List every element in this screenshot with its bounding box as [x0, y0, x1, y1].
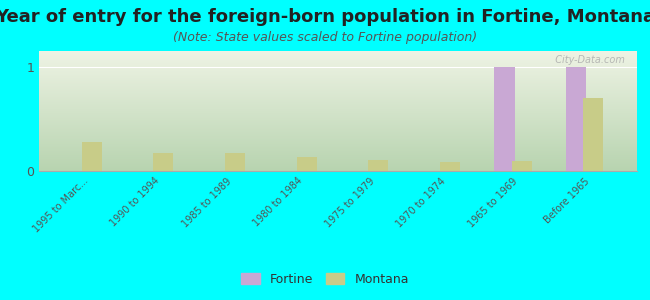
- Bar: [369, 160, 388, 171]
- Text: Year of entry for the foreign-born population in Fortine, Montana: Year of entry for the foreign-born popul…: [0, 8, 650, 26]
- Bar: [153, 153, 174, 171]
- Text: (Note: State values scaled to Fortine population): (Note: State values scaled to Fortine po…: [173, 32, 477, 44]
- Bar: [82, 142, 102, 171]
- Text: City-Data.com: City-Data.com: [549, 55, 625, 64]
- Bar: [495, 67, 515, 171]
- Bar: [583, 98, 603, 171]
- Bar: [296, 158, 317, 171]
- Legend: Fortine, Montana: Fortine, Montana: [236, 268, 414, 291]
- Bar: [225, 153, 245, 171]
- Bar: [440, 162, 460, 171]
- Bar: [512, 160, 532, 171]
- Bar: [566, 67, 586, 171]
